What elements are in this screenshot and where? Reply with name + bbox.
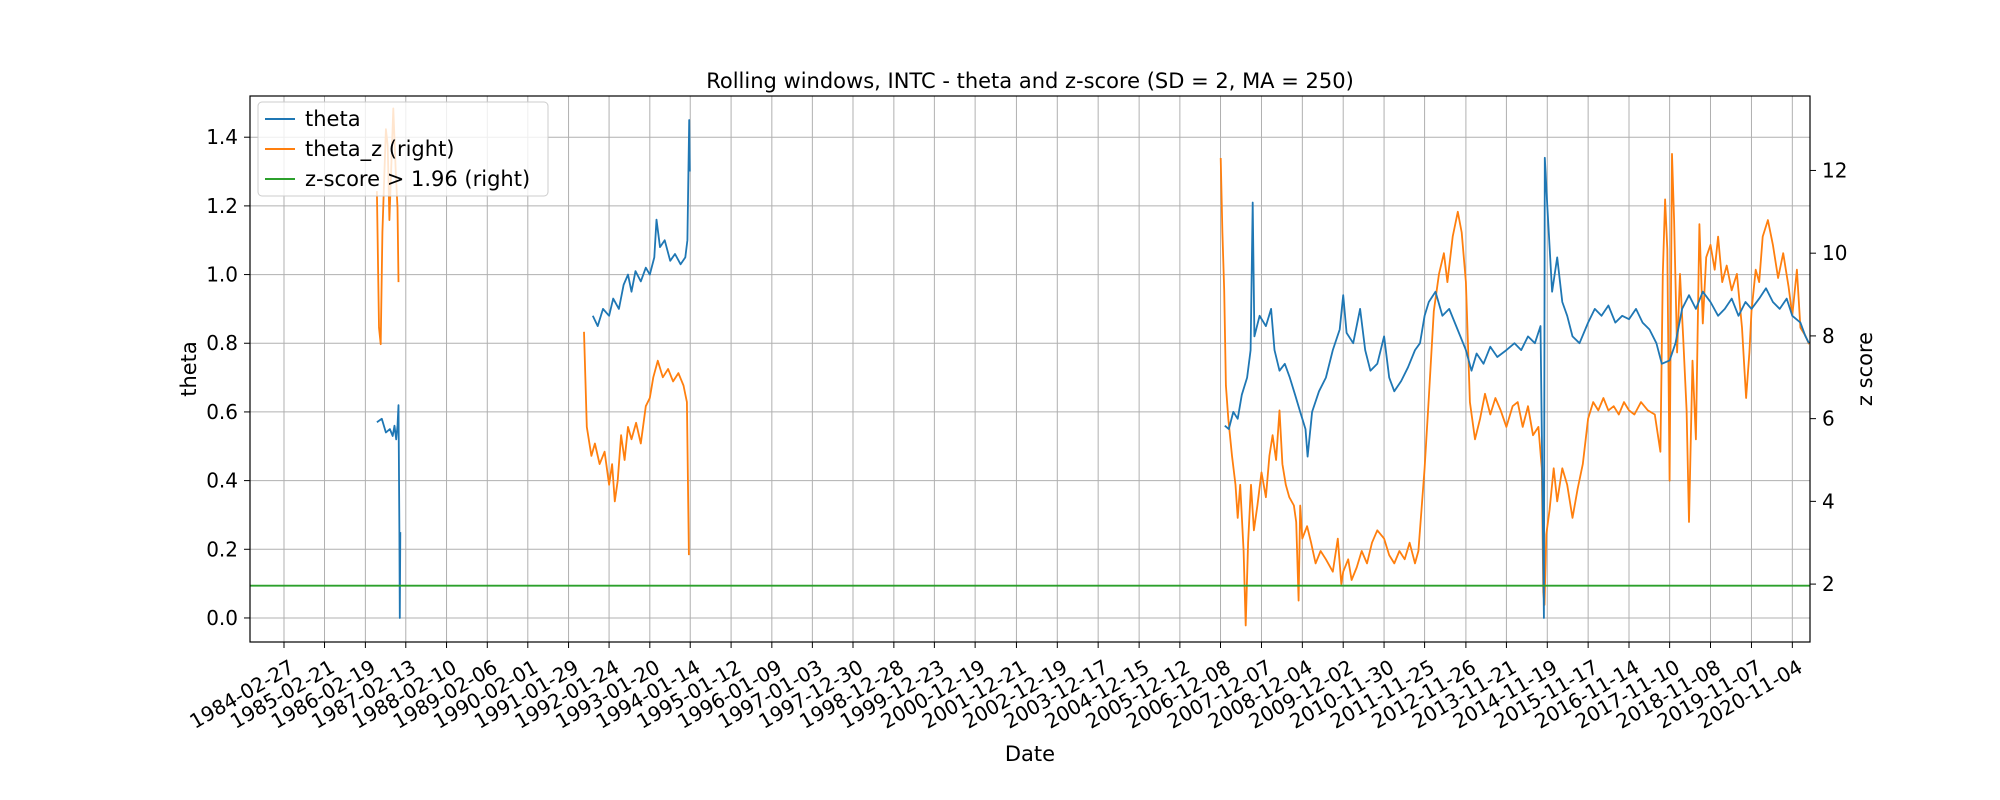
y-tick-label: 1.2 — [206, 194, 238, 218]
legend: theta theta_z (right) z-score > 1.96 (righ… — [257, 101, 549, 197]
y2-tick-label: 2 — [1822, 572, 1835, 596]
series-line-theta — [376, 119, 1810, 619]
y-tick-label: 1.0 — [206, 263, 238, 287]
y2-tick-label: 6 — [1822, 407, 1835, 431]
axes: 1984-02-271985-02-211986-02-191987-02-13… — [185, 125, 1847, 733]
y-tick-label: 0.2 — [206, 537, 238, 561]
plot-frame — [249, 95, 1811, 643]
y2-tick-label: 4 — [1822, 489, 1835, 513]
y-tick-label: 1.4 — [206, 125, 238, 149]
legend-label: theta — [305, 107, 361, 131]
y-tick-label: 0.8 — [206, 331, 238, 355]
y2-axis-label: z score — [1853, 332, 1877, 406]
y2-tick-label: 12 — [1822, 158, 1847, 182]
y-tick-label: 0.6 — [206, 400, 238, 424]
y2-tick-label: 10 — [1822, 241, 1847, 265]
x-axis-label: Date — [1005, 742, 1055, 766]
chart-title: Rolling windows, INTC - theta and z-scor… — [706, 69, 1354, 93]
y-axis-label: theta — [177, 341, 201, 397]
legend-label: z-score > 1.96 (right) — [305, 167, 530, 191]
y-tick-label: 0.4 — [206, 469, 238, 493]
legend-label: theta_z (right) — [305, 137, 455, 162]
legend-box — [257, 101, 549, 197]
y-tick-label: 0.0 — [206, 606, 238, 630]
y2-tick-label: 8 — [1822, 324, 1835, 348]
